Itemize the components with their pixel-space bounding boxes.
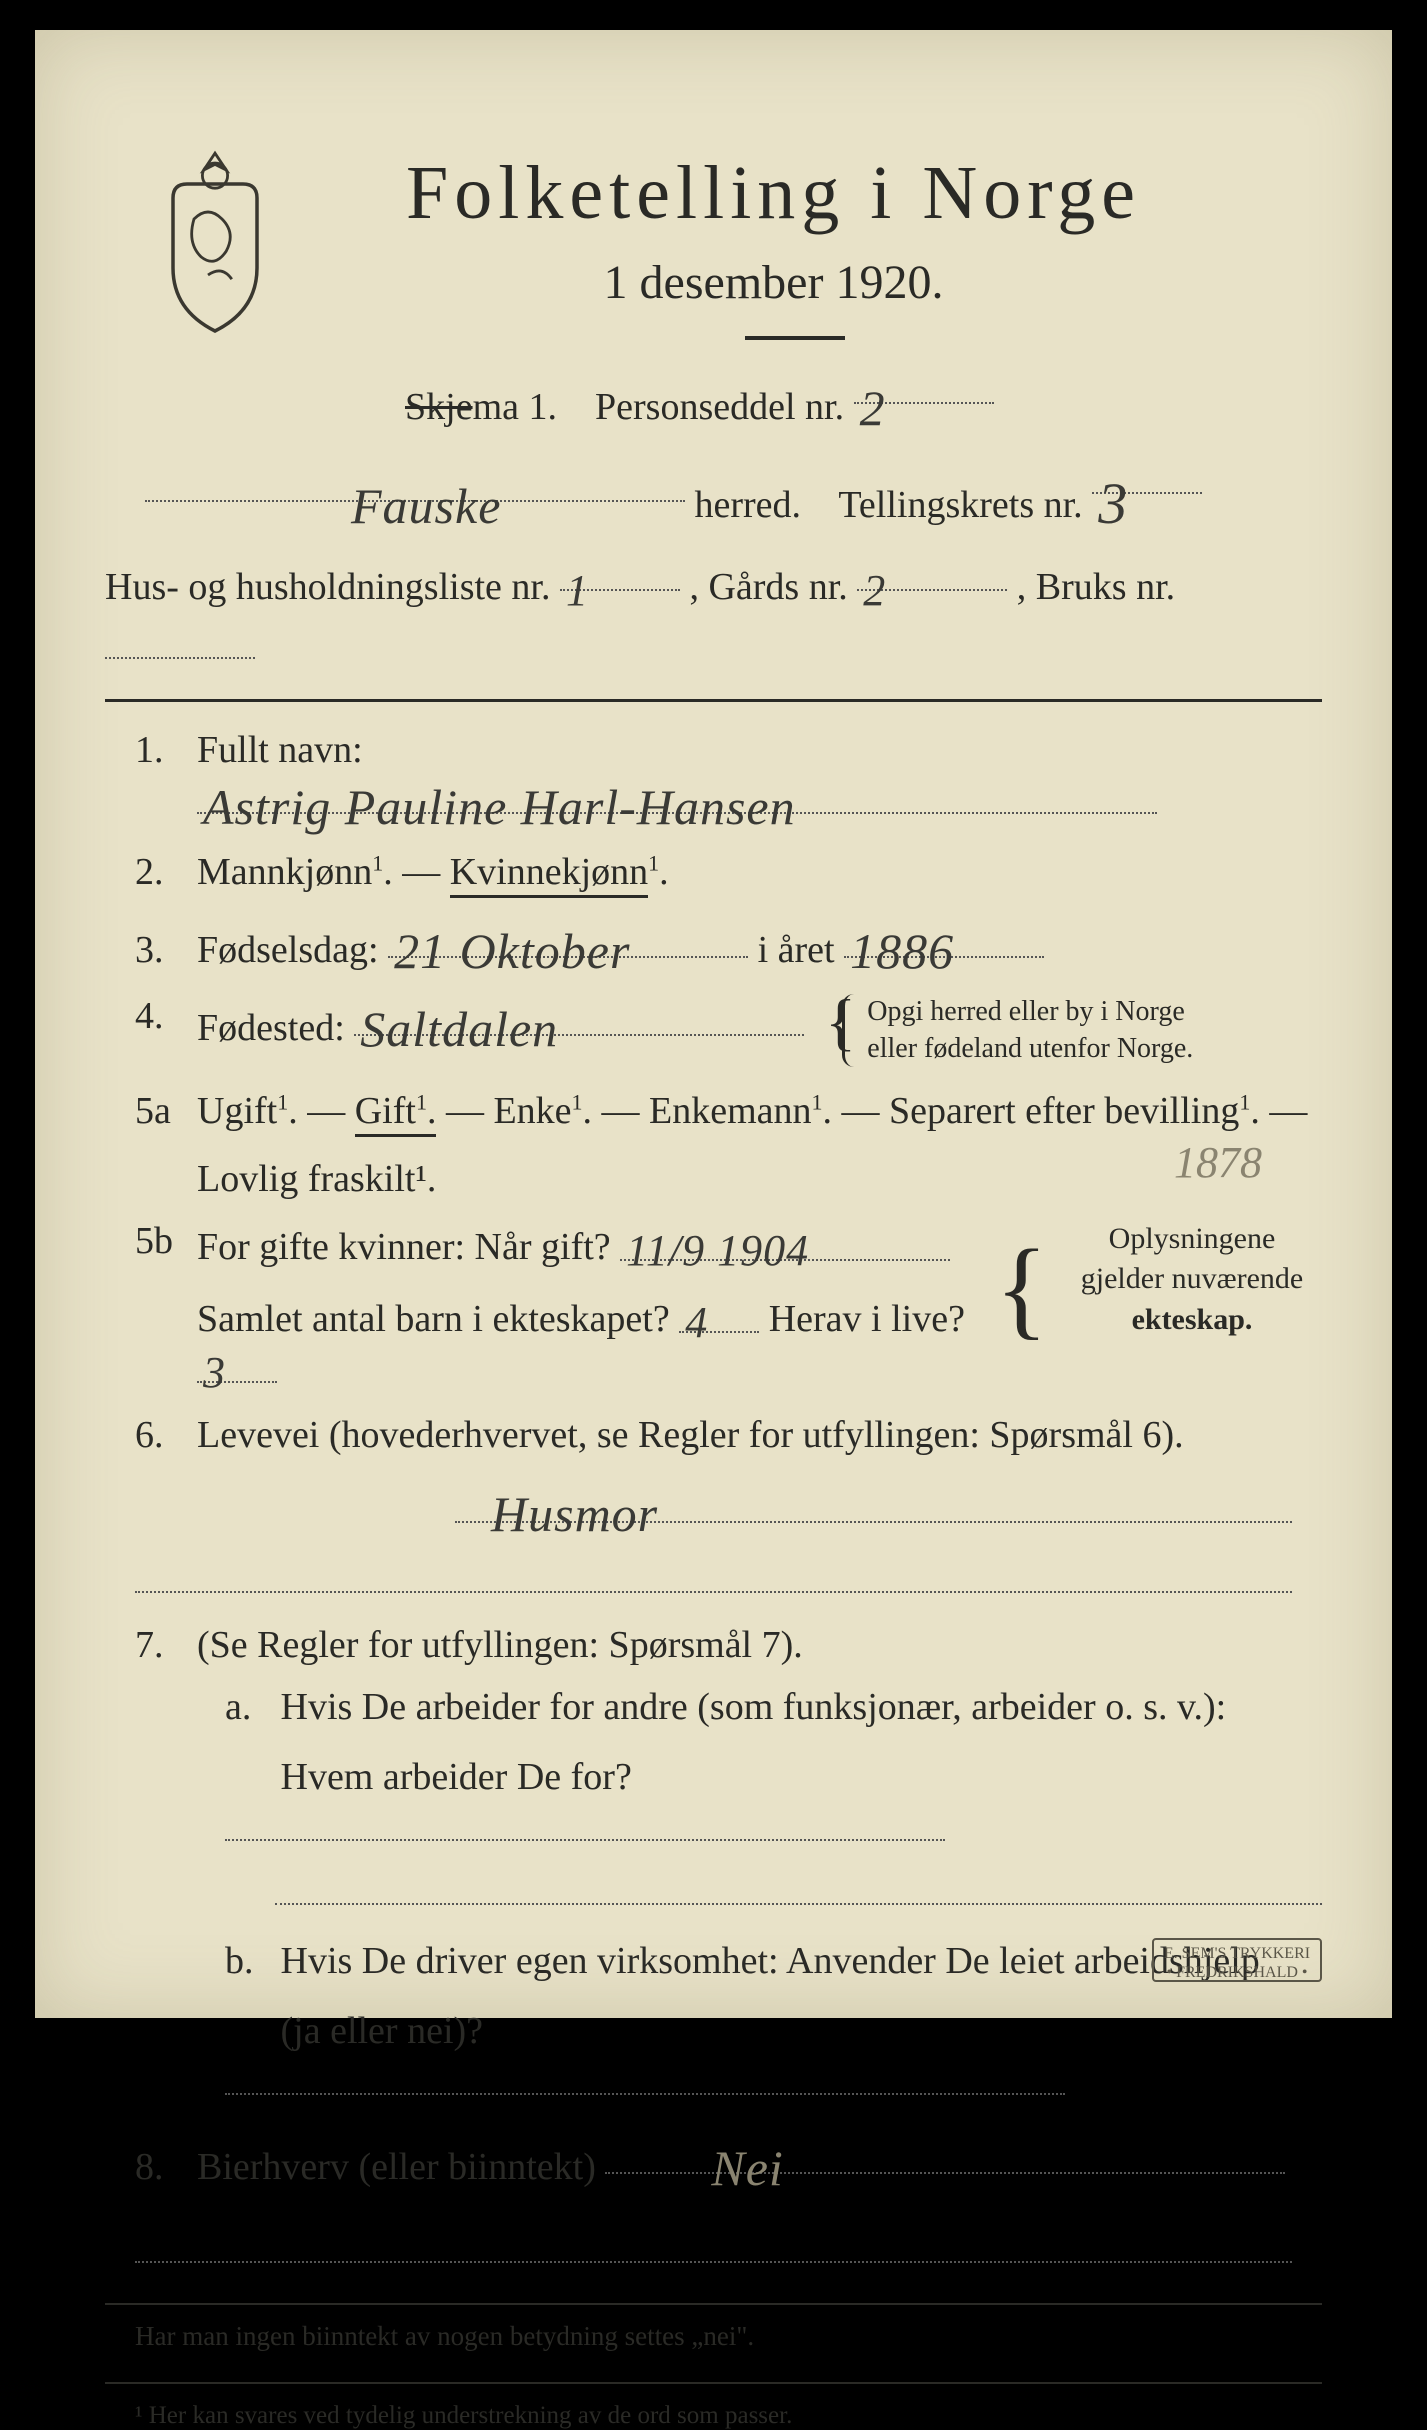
q5b-children-alive: 3 — [197, 1348, 232, 1397]
q5b-aside1: Oplysningene — [1109, 1222, 1276, 1255]
q5b-aside2: gjelder nuværende — [1081, 1262, 1303, 1295]
q3-mid: i året — [758, 929, 845, 971]
q4-value: Saltdalen — [354, 1001, 564, 1057]
footnote-main: Har man ingen biinntekt av nogen betydni… — [135, 2321, 1322, 2352]
q5b-aside: Oplysningene gjelder nuværende ekteskap. — [1062, 1219, 1322, 1341]
q7a-2: Hvem arbeider De for? — [225, 1755, 1322, 1851]
q5a: 5a Ugift1. — Gift1. — Enke1. — Enkemann1… — [135, 1089, 1322, 1201]
footnote-divider-2 — [105, 2382, 1322, 2384]
q8-blank — [135, 2227, 1292, 2263]
q5b-aside3: ekteskap. — [1132, 1303, 1253, 1336]
q4-aside: Opgi herred eller by i Norge eller fødel… — [842, 994, 1262, 1067]
skjema-rest: ma 1. — [473, 386, 586, 428]
q3: 3. Fødselsdag: 21 Oktober i året 1886 — [135, 916, 1322, 972]
q7a-line2: Hvem arbeider De for? — [281, 1756, 632, 1798]
q7b-letter: b. — [225, 1939, 271, 1983]
q5a-gift: Gift1. — [355, 1090, 437, 1137]
q7b-line2: (ja eller nei)? — [281, 2010, 484, 2052]
hus-label: Hus- og husholdningsliste nr. — [105, 566, 550, 608]
q7-num: 7. — [135, 1623, 197, 1667]
q2-mann: Mannkjønn — [197, 851, 372, 893]
skjema-strike: Skje — [405, 386, 473, 428]
skjema-line: Skjema 1. Personseddel nr. 2 — [405, 362, 1322, 438]
stamp-l1: E. SEM'S TRYKKERI — [1164, 1945, 1310, 1962]
sup-1b: 1 — [648, 851, 659, 876]
q5b-marriage: 11/9 1904 — [620, 1226, 815, 1275]
q5b-children-total: 4 — [679, 1298, 714, 1347]
q5b-label2: Samlet antal barn i ekteskapet? — [197, 1298, 670, 1340]
q4: 4. Fødested: Saltdalen Opgi herred eller… — [135, 994, 1322, 1067]
q8-num: 8. — [135, 2145, 197, 2189]
herred-name: Fauske — [345, 478, 507, 534]
page-title: Folketelling i Norge — [225, 150, 1322, 237]
q5b-label1: For gifte kvinner: Når gift? — [197, 1226, 611, 1268]
q6-num: 6. — [135, 1413, 197, 1457]
q7a-line1: Hvis De arbeider for andre (som funksjon… — [281, 1686, 1227, 1728]
q7b-2: (ja eller nei)? — [225, 2009, 1322, 2105]
tellingskrets-label: Tellingskrets nr. — [838, 484, 1082, 526]
q7a: a. Hvis De arbeider for andre (som funks… — [225, 1685, 1322, 1729]
footnote-divider — [105, 2303, 1322, 2305]
title-block: Folketelling i Norge 1 desember 1920. — [105, 150, 1322, 340]
q8: 8. Bierhverv (eller biinntekt) Nei — [135, 2133, 1322, 2189]
q2-num: 2. — [135, 850, 197, 894]
q3-day: 21 Oktober — [388, 923, 636, 979]
hus-nr: 1 — [560, 566, 595, 615]
gards-nr: 2 — [857, 566, 892, 615]
q6: 6. Levevei (hovederhvervet, se Regler fo… — [135, 1413, 1322, 1457]
q5b-label3: Herav i live? — [769, 1298, 965, 1340]
sup-1: 1 — [372, 851, 383, 876]
q5a-line2: Lovlig fraskilt¹. — [197, 1157, 436, 1201]
q3-num: 3. — [135, 928, 197, 972]
printer-stamp: E. SEM'S TRYKKERI • FREDRIKSHALD • — [1152, 1938, 1322, 1982]
q8-value: Nei — [705, 2140, 789, 2196]
q1-label: Fullt navn: — [197, 729, 363, 771]
q7b-line1: Hvis De driver egen virksomhet: Anvender… — [281, 1940, 1260, 1982]
q5b-num: 5b — [135, 1219, 197, 1263]
footnote-1: ¹ Her kan svares ved tydelig understrekn… — [135, 2402, 1322, 2430]
q6-label: Levevei (hovederhvervet, se Regler for u… — [197, 1414, 1184, 1456]
title-rule — [745, 336, 845, 340]
bruks-nr — [105, 633, 117, 682]
q5a-num: 5a — [135, 1089, 197, 1133]
personseddel-label: Personseddel nr. — [595, 386, 844, 428]
q1-num: 1. — [135, 728, 197, 772]
q4-label: Fødested: — [197, 1007, 345, 1049]
q5b: 5b For gifte kvinner: Når gift? 11/9 190… — [135, 1219, 1322, 1391]
q2-kvinne: Kvinnekjønn — [450, 851, 648, 898]
census-form-page: Folketelling i Norge 1 desember 1920. Sk… — [35, 30, 1392, 2018]
huslist-line: Hus- og husholdningsliste nr. 1 , Gårds … — [105, 550, 1322, 686]
q3-year: 1886 — [844, 923, 960, 979]
coat-of-arms-icon — [145, 140, 285, 340]
tellingskrets-nr: 3 — [1092, 471, 1134, 536]
q7: 7. (Se Regler for utfyllingen: Spørsmål … — [135, 1623, 1322, 1667]
header-divider — [105, 699, 1322, 702]
brace-icon: { — [995, 1239, 1048, 1338]
bruks-label: , Bruks nr. — [1017, 566, 1175, 608]
herred-line: Fauske herred. Tellingskrets nr. 3 — [145, 452, 1322, 536]
q2: 2. Mannkjønn1. — Kvinnekjønn1. — [135, 850, 1322, 894]
q5a-pencil-note: 1878 — [1174, 1137, 1262, 1188]
personseddel-nr: 2 — [854, 380, 892, 436]
gards-label: , Gårds nr. — [689, 566, 847, 608]
q8-label: Bierhverv (eller biinntekt) — [197, 2146, 596, 2188]
q7a-blank — [275, 1869, 1322, 1905]
q1-value: Astrig Pauline Harl-Hansen — [197, 779, 802, 835]
page-subtitle: 1 desember 1920. — [225, 255, 1322, 310]
herred-label: herred. — [695, 484, 802, 526]
q6-value: Husmor — [485, 1486, 664, 1542]
q6-blank-line — [135, 1557, 1292, 1593]
q2-dash: — — [402, 851, 450, 893]
q7-label: (Se Regler for utfyllingen: Spørsmål 7). — [197, 1624, 803, 1666]
q7a-letter: a. — [225, 1685, 271, 1729]
q4-aside2: eller fødeland utenfor Norge. — [867, 1033, 1193, 1064]
q1: 1. Fullt navn: Astrig Pauline Harl-Hanse… — [135, 728, 1322, 828]
q4-aside1: Opgi herred eller by i Norge — [867, 996, 1185, 1027]
q3-label: Fødselsdag: — [197, 929, 379, 971]
q4-num: 4. — [135, 994, 197, 1038]
stamp-l2: • FREDRIKSHALD • — [1167, 1964, 1308, 1981]
